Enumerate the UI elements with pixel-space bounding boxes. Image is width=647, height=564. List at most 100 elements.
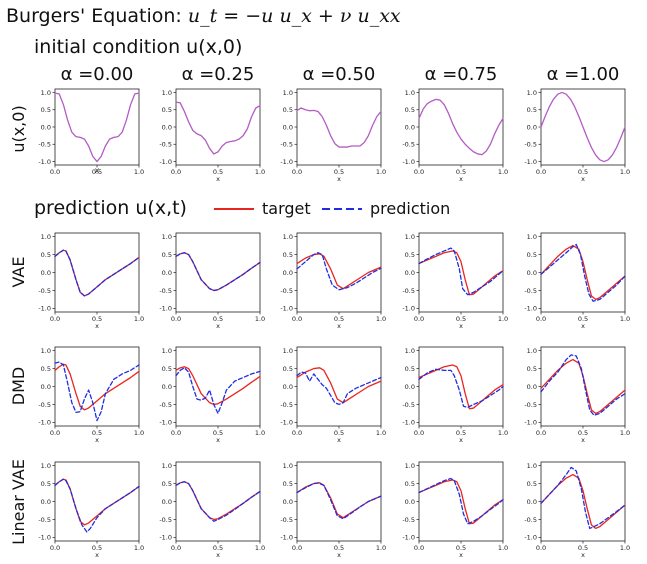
prediction-line (175, 367, 261, 415)
y-tick-label: 1.0 (162, 89, 172, 97)
y-tick-label: -0.5 (159, 516, 172, 524)
subplot-vae-4: 1.0 0.5 0.0 -0.5 -1.0 0.0 0.5 1.0 x (524, 232, 630, 330)
y-tick-label: 0.5 (162, 106, 172, 114)
y-tick-label: 0.5 (41, 251, 51, 259)
y-tick-label: 0.5 (162, 480, 172, 488)
x-axis-label: x (581, 436, 585, 444)
target-line (54, 478, 140, 526)
x-tick-label: 0.0 (292, 429, 302, 437)
subplot-dmd-4: 1.0 0.5 0.0 -0.5 -1.0 0.0 0.5 1.0 x (524, 346, 630, 444)
axes-frame (175, 232, 261, 313)
y-tick-label: -0.5 (38, 401, 51, 409)
target-line (296, 253, 382, 290)
x-axis-label: x (459, 175, 463, 183)
y-tick-label: 0.0 (283, 269, 293, 277)
subplot-initial-2: 1.0 0.5 0.0 -0.5 -1.0 0.0 0.5 1.0 x (280, 88, 386, 183)
x-tick-label: 0.5 (334, 544, 344, 552)
axes-frame (54, 232, 140, 313)
row-label-linear-vae: Linear VAE (9, 459, 28, 545)
y-tick-label: 0.5 (527, 365, 537, 373)
prediction-line (175, 481, 261, 522)
y-tick-label: 0.0 (283, 498, 293, 506)
x-axis-label: x (337, 436, 341, 444)
equation: u_t = −u u_x + ν u_xx (188, 5, 401, 27)
y-tick-label: -0.5 (402, 287, 415, 295)
axes-frame (296, 88, 382, 166)
initial-condition-line (54, 92, 140, 163)
row-label-vae: VAE (9, 257, 28, 288)
axes-frame (54, 461, 140, 542)
y-tick-label: -1.0 (402, 534, 415, 542)
prediction-line (296, 252, 382, 291)
x-tick-label: 0.5 (334, 168, 344, 176)
x-tick-label: 1.0 (255, 544, 265, 552)
y-tick-label: 0.0 (162, 269, 172, 277)
x-tick-label: 1.0 (498, 168, 508, 176)
x-tick-label: 1.0 (255, 429, 265, 437)
x-tick-label: 1.0 (134, 168, 144, 176)
y-tick-label: 0.0 (405, 383, 415, 391)
y-tick-label: 1.0 (283, 462, 293, 470)
legend-prediction-label: prediction (370, 199, 450, 218)
y-tick-label: -1.0 (402, 158, 415, 166)
subplot-dmd-3: 1.0 0.5 0.0 -0.5 -1.0 0.0 0.5 1.0 x (402, 346, 508, 444)
x-tick-label: 0.5 (456, 544, 466, 552)
x-tick-label: 0.0 (171, 315, 181, 323)
x-tick-label: 1.0 (620, 544, 630, 552)
x-tick-label: 0.5 (92, 544, 102, 552)
y-tick-label: -1.0 (524, 305, 537, 313)
x-tick-label: 1.0 (620, 429, 630, 437)
x-axis-label: x (337, 322, 341, 330)
y-tick-label: 1.0 (527, 89, 537, 97)
y-tick-label: 0.5 (405, 106, 415, 114)
y-tick-label: 1.0 (527, 462, 537, 470)
x-tick-label: 1.0 (498, 429, 508, 437)
y-tick-label: 0.0 (405, 498, 415, 506)
y-tick-label: -1.0 (280, 419, 293, 427)
subplot-vae-1: 1.0 0.5 0.0 -0.5 -1.0 0.0 0.5 1.0 x (159, 232, 265, 330)
y-tick-label: -0.5 (38, 287, 51, 295)
x-tick-label: 0.0 (292, 168, 302, 176)
y-tick-label: 1.0 (162, 233, 172, 241)
y-tick-label: 0.5 (283, 106, 293, 114)
y-tick-label: 1.0 (162, 462, 172, 470)
alpha-label: α =0.75 (425, 64, 498, 85)
y-tick-label: -1.0 (38, 305, 51, 313)
y-tick-label: -1.0 (280, 158, 293, 166)
y-tick-label: -0.5 (280, 516, 293, 524)
y-tick-label: 1.0 (405, 233, 415, 241)
y-tick-label: 0.5 (527, 251, 537, 259)
alpha-label: α =0.50 (303, 64, 376, 85)
x-tick-label: 0.0 (171, 429, 181, 437)
subplot-initial-3: 1.0 0.5 0.0 -0.5 -1.0 0.0 0.5 1.0 x (402, 88, 508, 183)
x-tick-label: 0.0 (50, 544, 60, 552)
y-tick-label: 0.5 (405, 365, 415, 373)
y-tick-label: -1.0 (524, 158, 537, 166)
y-tick-label: 0.0 (405, 123, 415, 131)
x-tick-label: 0.0 (50, 315, 60, 323)
x-axis-label: x (216, 175, 220, 183)
x-tick-label: 1.0 (255, 315, 265, 323)
subplot-linear_vae-0: 1.0 0.5 0.0 -0.5 -1.0 0.0 0.5 1.0 x (38, 461, 144, 559)
x-axis-label: x (459, 436, 463, 444)
x-tick-label: 0.0 (292, 315, 302, 323)
x-tick-label: 0.5 (92, 168, 102, 176)
x-tick-label: 0.5 (92, 315, 102, 323)
y-tick-label: -1.0 (402, 419, 415, 427)
x-tick-label: 0.5 (578, 315, 588, 323)
figure-title: Burgers' Equation: u_t = −u u_x + ν u_xx (6, 5, 401, 27)
x-axis-label: x (581, 175, 585, 183)
alpha-label: α =0.00 (61, 64, 134, 85)
x-axis-label: x (216, 436, 220, 444)
x-tick-label: 0.0 (171, 544, 181, 552)
prediction-line (54, 249, 140, 297)
subplot-linear_vae-1: 1.0 0.5 0.0 -0.5 -1.0 0.0 0.5 1.0 x (159, 461, 265, 559)
y-tick-label: 0.0 (162, 123, 172, 131)
y-tick-label: 1.0 (405, 462, 415, 470)
x-tick-label: 0.0 (414, 544, 424, 552)
row-label-dmd: DMD (9, 367, 28, 405)
axes-frame (418, 232, 504, 313)
y-tick-label: -0.5 (280, 141, 293, 149)
x-tick-label: 0.5 (334, 429, 344, 437)
